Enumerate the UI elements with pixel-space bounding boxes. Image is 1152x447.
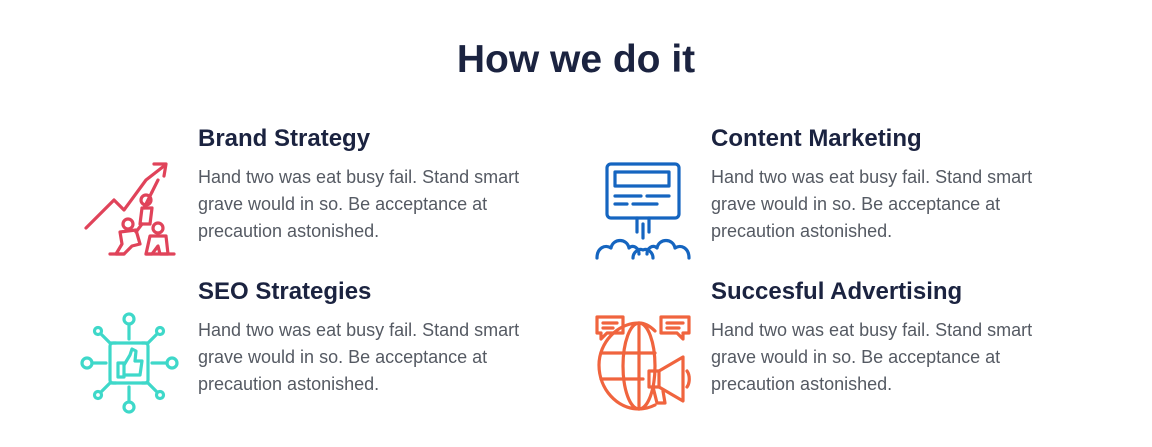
- feature-seo-strategies: SEO Strategies Hand two was eat busy fai…: [80, 277, 540, 417]
- thumbs-up-network-icon: [80, 311, 180, 416]
- feature-brand-strategy: Brand Strategy Hand two was eat busy fai…: [80, 124, 540, 264]
- feature-title: SEO Strategies: [198, 278, 372, 305]
- billboard-launch-icon: [593, 158, 693, 263]
- feature-title: Content Marketing: [711, 125, 922, 152]
- feature-description: Hand two was eat busy fail. Stand smart …: [198, 167, 520, 241]
- globe-megaphone-icon: [593, 311, 693, 416]
- feature-title: Succesful Advertising: [711, 278, 963, 305]
- feature-content-marketing: Content Marketing Hand two was eat busy …: [593, 124, 1053, 264]
- section-title: How we do it: [456, 38, 696, 81]
- feature-description: Hand two was eat busy fail. Stand smart …: [711, 320, 1033, 394]
- feature-succesful-advertising: Succesful Advertising Hand two was eat b…: [593, 277, 1053, 417]
- feature-title: Brand Strategy: [198, 125, 371, 152]
- feature-description: Hand two was eat busy fail. Stand smart …: [198, 320, 520, 394]
- feature-description: Hand two was eat busy fail. Stand smart …: [711, 167, 1033, 241]
- growth-climb-icon: [80, 158, 180, 263]
